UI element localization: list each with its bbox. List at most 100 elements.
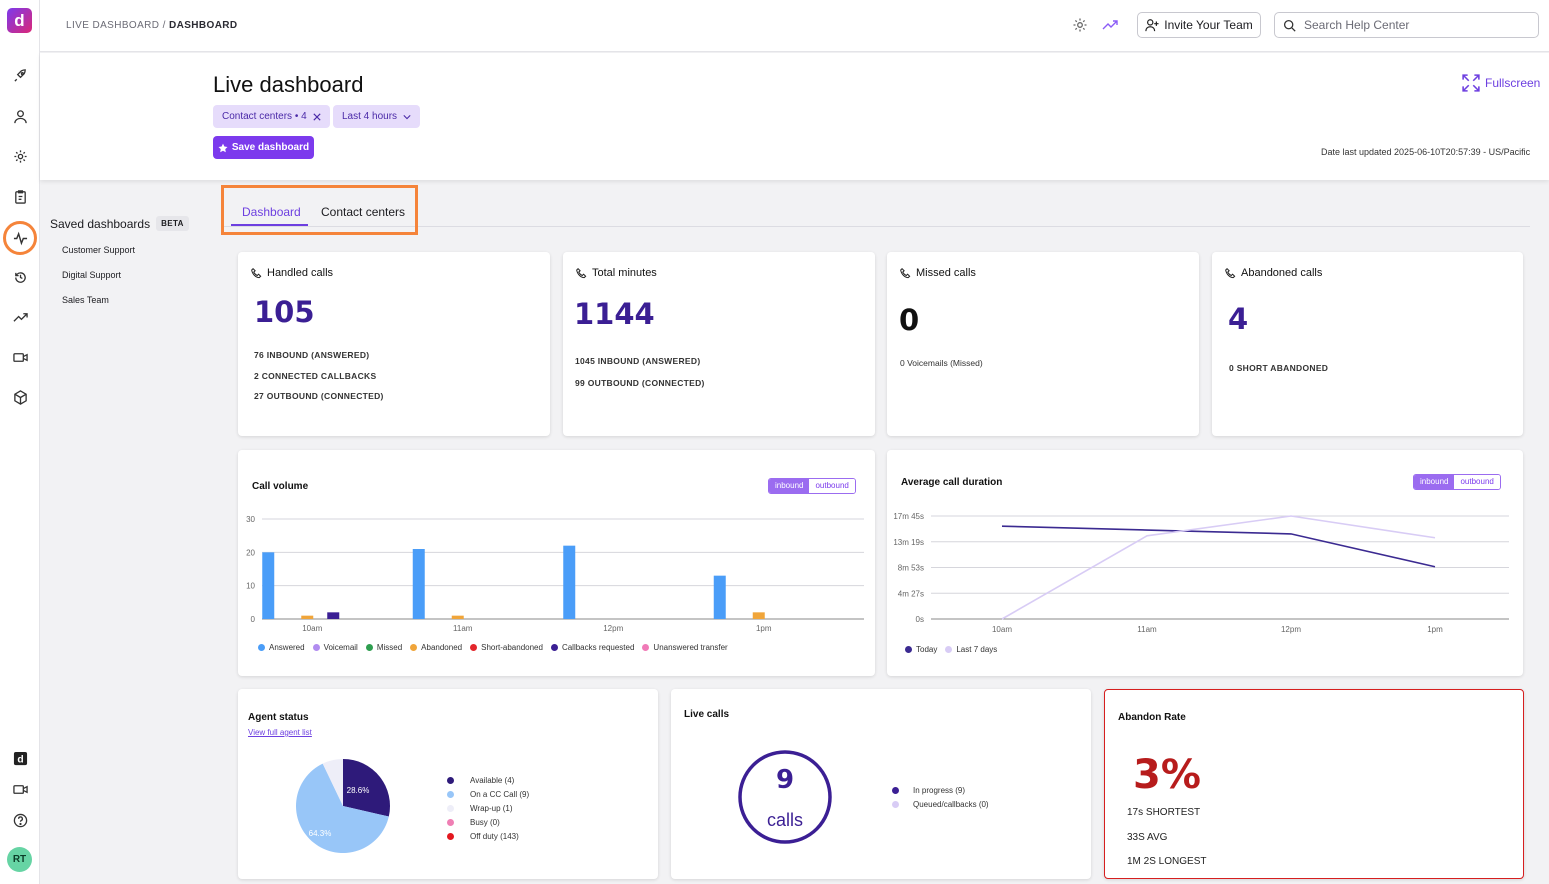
legend-item: Queued/callbacks (0) bbox=[892, 797, 989, 811]
left-rail: d d RT bbox=[0, 0, 40, 884]
agent-status-legend: Available (4) On a CC Call (9) Wrap-up (… bbox=[447, 773, 529, 844]
series-line bbox=[1001, 525, 1436, 568]
y-tick-label: 4m 27s bbox=[898, 589, 924, 598]
avatar[interactable]: RT bbox=[7, 847, 32, 872]
legend-item: On a CC Call (9) bbox=[447, 787, 529, 801]
rocket-icon[interactable] bbox=[10, 65, 30, 85]
card-title: Abandoned calls bbox=[1241, 267, 1323, 279]
chart-title: Agent status bbox=[248, 712, 309, 723]
y-tick-label: 8m 53s bbox=[898, 564, 924, 573]
video-icon[interactable] bbox=[10, 347, 30, 367]
camera-icon[interactable] bbox=[10, 779, 30, 799]
clipboard-icon[interactable] bbox=[10, 186, 30, 206]
invite-team-button[interactable]: Invite Your Team bbox=[1137, 12, 1261, 38]
x-tick-label: 12pm bbox=[603, 624, 623, 633]
pie-slice bbox=[296, 763, 389, 853]
live-calls-legend: In progress (9) Queued/callbacks (0) bbox=[892, 783, 989, 811]
close-icon[interactable] bbox=[313, 112, 321, 121]
tabs-divider bbox=[222, 226, 1530, 227]
saved-dashboard-item[interactable]: Sales Team bbox=[62, 295, 109, 305]
x-tick-label: 10am bbox=[302, 624, 322, 633]
legend-item: Answered bbox=[258, 643, 305, 652]
person-icon[interactable] bbox=[10, 106, 30, 126]
breadcrumb-parent[interactable]: LIVE DASHBOARD bbox=[66, 20, 160, 31]
invite-team-label: Invite Your Team bbox=[1164, 18, 1253, 32]
y-tick-label: 20 bbox=[246, 548, 255, 557]
toggle-outbound[interactable]: outbound bbox=[1454, 475, 1500, 489]
abandoned-calls-card: Abandoned calls 4 0 SHORT ABANDONED bbox=[1212, 252, 1523, 436]
missed-calls-value: 0 bbox=[899, 303, 920, 337]
abandon-longest: 1M 2S LONGEST bbox=[1127, 856, 1207, 867]
help-icon[interactable] bbox=[10, 810, 30, 830]
saved-dashboard-item[interactable]: Digital Support bbox=[62, 270, 122, 280]
card-title: Live calls bbox=[684, 709, 730, 720]
chart-title: Average call duration bbox=[901, 477, 1003, 488]
call-volume-legend: Answered Voicemail Missed Abandoned Shor… bbox=[258, 643, 728, 652]
toggle-inbound[interactable]: inbound bbox=[769, 479, 810, 493]
dashboard-header: Live dashboard Contact centers • 4 Last … bbox=[40, 53, 1549, 180]
top-bar: LIVE DASHBOARD / DASHBOARD Invite Your T… bbox=[40, 0, 1549, 52]
pulse-icon[interactable] bbox=[10, 228, 30, 248]
breadcrumb-current: DASHBOARD bbox=[168, 20, 238, 31]
toggle-inbound[interactable]: inbound bbox=[1414, 475, 1455, 489]
direction-toggle[interactable]: inbound outbound bbox=[768, 478, 856, 494]
save-dashboard-button[interactable]: Save dashboard bbox=[213, 136, 314, 159]
stat-line: 99 OUTBOUND (CONNECTED) bbox=[575, 378, 705, 388]
stat-line: 0 Voicemails (Missed) bbox=[900, 358, 983, 368]
legend-item: Unanswered transfer bbox=[642, 643, 728, 652]
d-app-icon[interactable]: d bbox=[10, 748, 30, 768]
fullscreen-button[interactable]: Fullscreen bbox=[1462, 74, 1540, 92]
legend-item: Busy (0) bbox=[447, 816, 529, 830]
bar bbox=[412, 549, 425, 619]
breadcrumb: LIVE DASHBOARD / DASHBOARD bbox=[66, 20, 238, 31]
bar bbox=[451, 615, 464, 619]
abandon-rate-card: Abandon Rate 3% 17s SHORTEST 33S AVG 1M … bbox=[1104, 689, 1524, 879]
tab-contact-centers[interactable]: Contact centers bbox=[321, 205, 406, 219]
tab-dashboard[interactable]: Dashboard bbox=[242, 205, 301, 219]
agent-status-card: Agent status View full agent list 28.6% 6… bbox=[238, 689, 658, 879]
abandon-rate-value: 3% bbox=[1133, 752, 1201, 798]
stat-line: 76 INBOUND (ANSWERED) bbox=[254, 350, 370, 360]
toggle-outbound[interactable]: outbound bbox=[809, 479, 855, 493]
live-calls-count: 9 bbox=[775, 765, 795, 795]
legend-item: Available (4) bbox=[447, 773, 529, 787]
total-minutes-card: Total minutes 1144 1045 INBOUND (ANSWERE… bbox=[563, 252, 875, 436]
abandon-shortest: 17s SHORTEST bbox=[1127, 807, 1201, 818]
avg-call-duration-card: Average call duration inbound outbound 0… bbox=[887, 450, 1523, 676]
card-title: Total minutes bbox=[592, 267, 657, 279]
cube-icon[interactable] bbox=[10, 387, 30, 407]
time-range-filter[interactable]: Last 4 hours bbox=[333, 105, 421, 128]
search-box[interactable] bbox=[1274, 12, 1539, 38]
pie-slice bbox=[322, 759, 343, 806]
phone-icon bbox=[251, 267, 262, 278]
app-logo[interactable]: d bbox=[7, 8, 32, 33]
date-last-updated: Date last updated 2025-06-10T20:57:39 - … bbox=[1321, 147, 1531, 157]
live-calls-unit: calls bbox=[766, 810, 803, 830]
y-tick-label: 10 bbox=[246, 582, 255, 591]
avg-call-duration-chart: 0s 4m 27s 8m 53s 13m 19s 17m 45s 10am 11am 12pm… bbox=[893, 512, 1509, 634]
saved-dashboard-item[interactable]: Customer Support bbox=[62, 245, 136, 255]
live-calls-ring bbox=[738, 750, 832, 844]
bar bbox=[713, 575, 726, 619]
star-icon bbox=[218, 143, 228, 152]
contact-centers-filter[interactable]: Contact centers • 4 bbox=[213, 105, 330, 128]
legend-item: Missed bbox=[365, 643, 402, 652]
bar bbox=[563, 545, 576, 619]
direction-toggle[interactable]: inbound outbound bbox=[1413, 474, 1501, 490]
x-tick-label: 12pm bbox=[1281, 625, 1301, 634]
trending-icon[interactable] bbox=[10, 307, 30, 327]
bar bbox=[301, 615, 314, 619]
search-input[interactable] bbox=[1304, 18, 1504, 32]
stat-line: 1045 INBOUND (ANSWERED) bbox=[575, 356, 701, 366]
handled-calls-value: 105 bbox=[254, 295, 315, 329]
gear-icon[interactable] bbox=[10, 146, 30, 166]
trending-icon[interactable] bbox=[1102, 17, 1118, 33]
x-tick-label: 10am bbox=[992, 625, 1012, 634]
view-agent-list-link[interactable]: View full agent list bbox=[248, 728, 312, 737]
x-tick-label: 1pm bbox=[756, 624, 772, 633]
handled-calls-card: Handled calls 105 76 INBOUND (ANSWERED) … bbox=[238, 252, 550, 436]
beta-badge: BETA bbox=[156, 216, 189, 231]
gear-icon[interactable] bbox=[1072, 17, 1088, 33]
history-icon[interactable] bbox=[10, 267, 30, 287]
avg-duration-legend: Today Last 7 days bbox=[905, 645, 997, 654]
